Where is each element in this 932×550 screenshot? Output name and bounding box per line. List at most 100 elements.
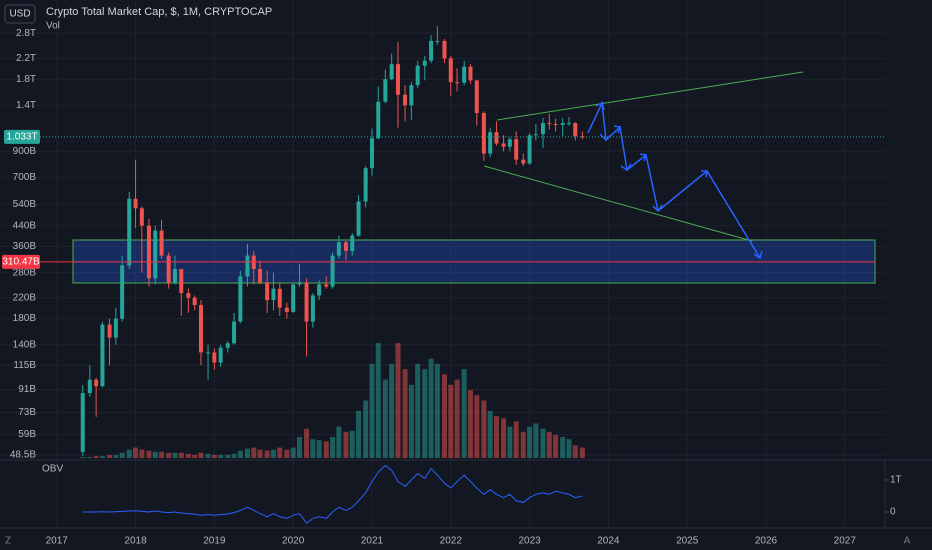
volume-bar xyxy=(481,400,487,458)
candle-body xyxy=(435,40,440,42)
volume-bar xyxy=(172,452,178,458)
candle-body xyxy=(120,265,125,319)
candle-body xyxy=(277,288,282,308)
volume-bar xyxy=(126,449,132,458)
volume-bar xyxy=(395,343,401,458)
obv-label: OBV xyxy=(42,464,63,475)
x-tick-label: 2025 xyxy=(676,536,699,547)
marks xyxy=(80,26,585,458)
candle-body xyxy=(172,269,177,283)
candle-body xyxy=(198,305,203,353)
volume-bar xyxy=(87,456,93,458)
volume-bar xyxy=(251,447,257,458)
y-tick-label: 2.2T xyxy=(16,53,36,64)
volume-bar xyxy=(304,428,310,458)
candle-body xyxy=(304,282,309,322)
candle-body xyxy=(573,123,578,137)
obv-tick-label: 1T xyxy=(890,475,902,486)
candle-body xyxy=(422,60,427,66)
volume-bar xyxy=(198,452,204,458)
candle-body xyxy=(533,134,538,136)
candle-body xyxy=(80,393,85,452)
volume-bar xyxy=(461,369,467,458)
candle-body xyxy=(429,40,434,61)
candle-body xyxy=(540,123,545,135)
x-tick-label: 2017 xyxy=(46,536,69,547)
candle-body xyxy=(350,235,355,251)
candle-body xyxy=(501,143,506,147)
candle-body xyxy=(507,139,512,147)
candle-body xyxy=(474,80,479,114)
candle-body xyxy=(343,242,348,251)
y-tick-label: 59B xyxy=(18,429,36,440)
candle-body xyxy=(462,66,467,83)
candle-body xyxy=(468,66,473,81)
volume-bar xyxy=(493,416,499,458)
volume-bar xyxy=(408,384,414,458)
x-tick-label: 2018 xyxy=(124,536,147,547)
y-tick-label: 220B xyxy=(13,292,37,303)
volume-bar xyxy=(316,440,322,458)
volume-bar xyxy=(323,441,329,458)
candle-body xyxy=(547,123,552,125)
candle-body xyxy=(553,123,558,125)
candle-body xyxy=(113,318,118,338)
volume-bar xyxy=(553,435,559,458)
currency-box[interactable] xyxy=(4,4,36,24)
volume-bar xyxy=(284,449,290,458)
y-tick-label: 440B xyxy=(13,220,37,231)
candle-body xyxy=(409,85,414,106)
volume-bar xyxy=(257,449,263,458)
volume-bar xyxy=(192,454,198,458)
candle-body xyxy=(494,132,499,144)
corner-label[interactable]: Z xyxy=(5,536,11,547)
volume-bar xyxy=(402,369,408,458)
y-tick-label: 2.8T xyxy=(16,28,36,39)
volume-bar xyxy=(244,448,250,458)
volume-bar xyxy=(211,454,217,458)
candle-body xyxy=(245,255,250,277)
volume-label: Vol xyxy=(46,21,60,32)
volume-bar xyxy=(290,447,296,458)
volume-bar xyxy=(448,384,454,458)
volume-bar xyxy=(566,439,572,458)
candle-body xyxy=(206,352,211,354)
candle-body xyxy=(271,288,276,301)
x-tick-label: 2024 xyxy=(597,536,620,547)
volume-bar xyxy=(166,452,172,458)
candle-body xyxy=(488,132,493,154)
candle-body xyxy=(514,139,519,160)
candle-body xyxy=(87,379,92,394)
currency[interactable]: USD xyxy=(9,9,30,20)
volume-bar xyxy=(434,363,440,458)
volume-bar xyxy=(356,410,362,458)
x-tick-label: 2022 xyxy=(440,536,463,547)
x-tick-label: 2026 xyxy=(755,536,778,547)
volume-bar xyxy=(185,453,191,458)
y-tick-label: 115B xyxy=(13,360,36,371)
volume-bar xyxy=(363,400,369,458)
candle-body xyxy=(127,198,132,266)
trend-line xyxy=(483,165,753,242)
candle-body xyxy=(107,324,112,338)
volume-bar xyxy=(540,428,546,458)
volume-bar xyxy=(520,431,526,458)
candle-body xyxy=(159,230,164,256)
volume-bar xyxy=(310,439,316,458)
candle-body xyxy=(192,297,197,306)
candle-body xyxy=(560,123,565,125)
volume-bar xyxy=(107,454,113,458)
trend-line xyxy=(496,71,804,121)
corner-label[interactable]: A xyxy=(904,536,911,547)
candle-body xyxy=(317,284,322,296)
candle-body xyxy=(94,379,99,387)
volume-bar xyxy=(382,379,388,458)
candle-body xyxy=(442,40,447,59)
volume-bar xyxy=(579,447,585,458)
volume-bar xyxy=(330,437,336,458)
chart-title: Crypto Total Market Cap, $, 1M, CRYPTOCA… xyxy=(46,6,272,18)
candle-body xyxy=(100,324,105,387)
candle-body xyxy=(455,82,460,84)
volume-bar xyxy=(237,450,243,458)
y-tick-label: 180B xyxy=(13,313,37,324)
